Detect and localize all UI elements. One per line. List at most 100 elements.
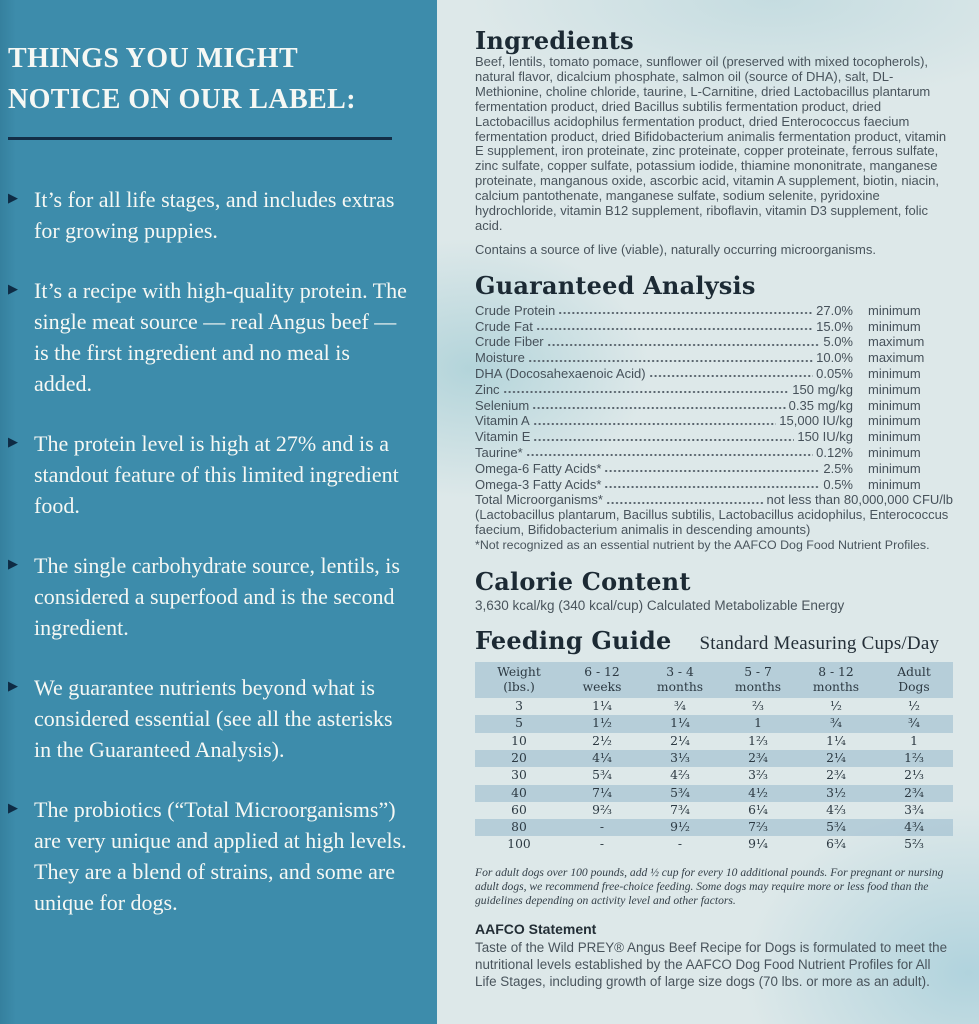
feeding-header-line2: months [812,679,860,694]
ga-total-row: Total Microorganisms* not less than 80,0… [475,492,953,509]
feeding-cell: ¾ [908,716,920,731]
feeding-cell: ½ [908,699,920,714]
feeding-header-line1: Adult [897,665,931,680]
ga-row: Moisture 10.0% maximum [475,350,953,366]
bullet-item: ▶ The single carbohydrate source, lentil… [8,550,411,643]
feeding-cell: 6¼ [748,802,768,817]
bullet-item: ▶ The probiotics (“Total Microorganisms”… [8,794,411,918]
feeding-header-line2: (lbs.) [503,679,535,694]
bullet-item: ▶ The protein level is high at 27% and i… [8,428,411,521]
ga-qualifier: minimum [868,476,921,492]
left-panel-title: THINGS YOU MIGHT NOTICE ON OUR LABEL: [8,43,356,115]
feeding-cell: 7⅔ [748,820,768,835]
dot-leader [525,444,814,461]
ga-nutrient-value: 150 IU/kg [797,429,853,445]
feeding-header-line2: Dogs [898,679,930,694]
dot-leader [604,460,821,477]
ga-row-main: Crude Protein 27.0% [475,302,853,319]
aafco-heading: AAFCO Statement [475,921,597,938]
bullet-text: The probiotics (“Total Microorganisms”) … [34,797,407,915]
guaranteed-analysis-table: Crude Protein 27.0% minimum Crude Fat 15… [475,302,953,493]
feeding-cell-weight: 20 [511,750,527,765]
feeding-table: Weight (lbs.) 6 - 12 weeks 3 - 4 months [475,662,953,854]
feeding-header-cell: Weight (lbs.) [475,665,563,694]
ga-qualifier: minimum [868,413,921,429]
ga-nutrient-label: Vitamin E [475,429,531,445]
feeding-header-cell: 3 - 4 months [641,665,719,694]
ga-asterisk-note: *Not recognized as an essential nutrient… [475,537,930,552]
feeding-cell-weight: 30 [511,768,527,783]
ga-nutrient-label: Zinc [475,381,500,397]
feeding-cell: 4⅔ [826,802,846,817]
triangle-bullet-icon: ▶ [8,557,18,572]
bullet-text: It’s a recipe with high-quality protein.… [34,278,407,396]
feeding-cell: 3⅔ [748,768,768,783]
feeding-cell-weight: 80 [511,820,527,835]
feeding-table-row: 30 5¾ 4⅔ 3⅔ 2¾ 2⅓ [475,767,953,784]
ga-qualifier: minimum [868,318,921,334]
dot-leader [527,350,814,366]
feeding-cell: 6¾ [826,837,846,852]
dot-leader [558,302,814,319]
ga-row-main: Crude Fat 15.0% [475,318,853,335]
feeding-header-cell: 5 - 7 months [719,665,797,694]
feeding-cell: 9½ [670,820,690,835]
ingredients-heading: Ingredients [475,26,634,55]
feeding-cell: 1¼ [592,699,612,714]
feeding-cell: 1½ [592,716,612,731]
feeding-guide-section: Feeding Guide Standard Measuring Cups/Da… [475,626,953,908]
triangle-bullet-icon: ▶ [8,282,18,297]
dot-leader [535,318,814,335]
triangle-bullet-icon: ▶ [8,679,18,694]
ga-qualifier: minimum [868,302,921,318]
ingredients-section: Ingredients Beef, lentils, tomato pomace… [475,26,953,258]
bullet-item: ▶ It’s a recipe with high-quality protei… [8,275,411,399]
dot-leader [533,429,795,445]
feeding-cell-weight: 3 [515,699,523,714]
calorie-heading: Calorie Content [475,567,691,597]
triangle-bullet-icon: ▶ [8,435,18,450]
ga-row-main: Zinc 150 mg/kg [475,381,853,398]
feeding-cell-weight: 100 [507,837,531,852]
feeding-cell: 9⅔ [592,802,612,817]
ga-row-main: Vitamin E 150 IU/kg [475,429,853,445]
ga-total-value: not less than 80,000,000 CFU/lb [766,492,953,508]
ga-row-main: Omega-6 Fatty Acids* 2.5% [475,460,853,477]
ga-row-main: Selenium 0.35 mg/kg [475,397,853,414]
ga-nutrient-label: Selenium [475,397,530,413]
feeding-cell: 2½ [592,733,612,748]
feeding-cell: 2¾ [748,750,768,765]
feeding-cell: 5¾ [592,768,612,783]
feeding-cell: 4½ [748,785,768,800]
calorie-section: Calorie Content 3,630 kcal/kg (340 kcal/… [475,567,953,614]
feeding-table-row: 100 - - 9¼ 6¾ 5⅔ [475,836,953,853]
feeding-cell: 1 [754,716,762,731]
left-panel: THINGS YOU MIGHT NOTICE ON OUR LABEL: ▶ … [0,0,437,1024]
feeding-cell-weight: 40 [511,785,527,800]
ga-strains-note: (Lactobacillus plantarum, Bacillus subti… [475,507,949,538]
guaranteed-analysis-heading: Guaranteed Analysis [475,270,756,300]
feeding-table-body: 3 1¼ ¾ ⅔ ½ ½ 5 1½ 1¼ 1 [475,698,953,854]
ga-row-main: DHA (Docosahexaenoic Acid) 0.05% [475,365,853,382]
dot-leader [605,492,764,509]
ga-nutrient-value: 0.05% [816,365,853,381]
ga-row: Selenium 0.35 mg/kg minimum [475,397,953,414]
feeding-header-line2: weeks [582,679,622,694]
feeding-cell: 1¼ [670,716,690,731]
ga-row-main: Vitamin A 15,000 IU/kg [475,413,853,430]
ga-nutrient-label: Moisture [475,350,525,366]
aafco-body: Taste of the Wild PREY® Angus Beef Recip… [475,940,948,989]
guaranteed-analysis-section: Guaranteed Analysis Crude Protein 27.0% … [475,271,953,553]
bullet-text: It’s for all life stages, and includes e… [34,187,395,243]
ga-nutrient-value: 150 mg/kg [792,381,853,397]
ga-row: Omega-6 Fatty Acids* 2.5% minimum [475,460,953,477]
ga-row-main: Taurine* 0.12% [475,444,853,461]
feeding-cell: ½ [830,699,842,714]
ga-row-main: Crude Fiber 5.0% [475,334,853,351]
ga-nutrient-value: 2.5% [823,460,853,476]
feeding-cell: 4¾ [904,820,924,835]
ga-row: DHA (Docosahexaenoic Acid) 0.05% minimum [475,365,953,382]
ga-row: Zinc 150 mg/kg minimum [475,381,953,398]
ga-nutrient-label: DHA (Docosahexaenoic Acid) [475,365,646,381]
